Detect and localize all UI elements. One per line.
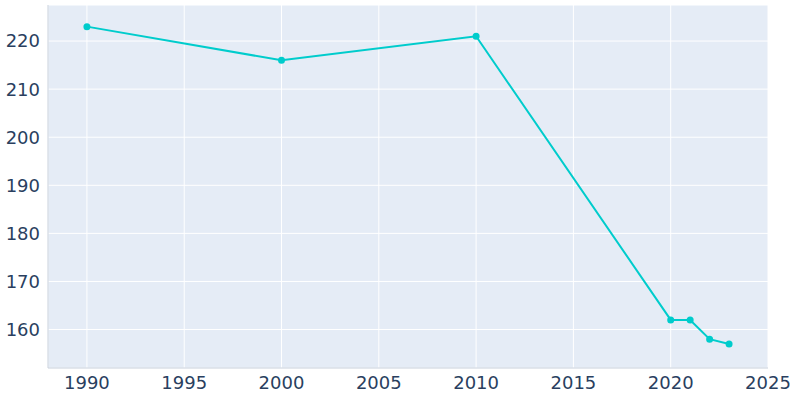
svg-text:2005: 2005 [356,372,402,393]
svg-text:2020: 2020 [648,372,694,393]
svg-text:190: 190 [8,175,40,196]
svg-text:1990: 1990 [64,372,110,393]
svg-text:1995: 1995 [161,372,207,393]
svg-text:200: 200 [8,127,40,148]
svg-text:2025: 2025 [745,372,791,393]
svg-text:180: 180 [8,223,40,244]
svg-text:160: 160 [8,319,40,340]
svg-text:2000: 2000 [259,372,305,393]
svg-text:2015: 2015 [550,372,596,393]
svg-text:170: 170 [8,271,40,292]
svg-text:2010: 2010 [453,372,499,393]
svg-text:210: 210 [8,79,40,100]
svg-text:220: 220 [8,30,40,51]
